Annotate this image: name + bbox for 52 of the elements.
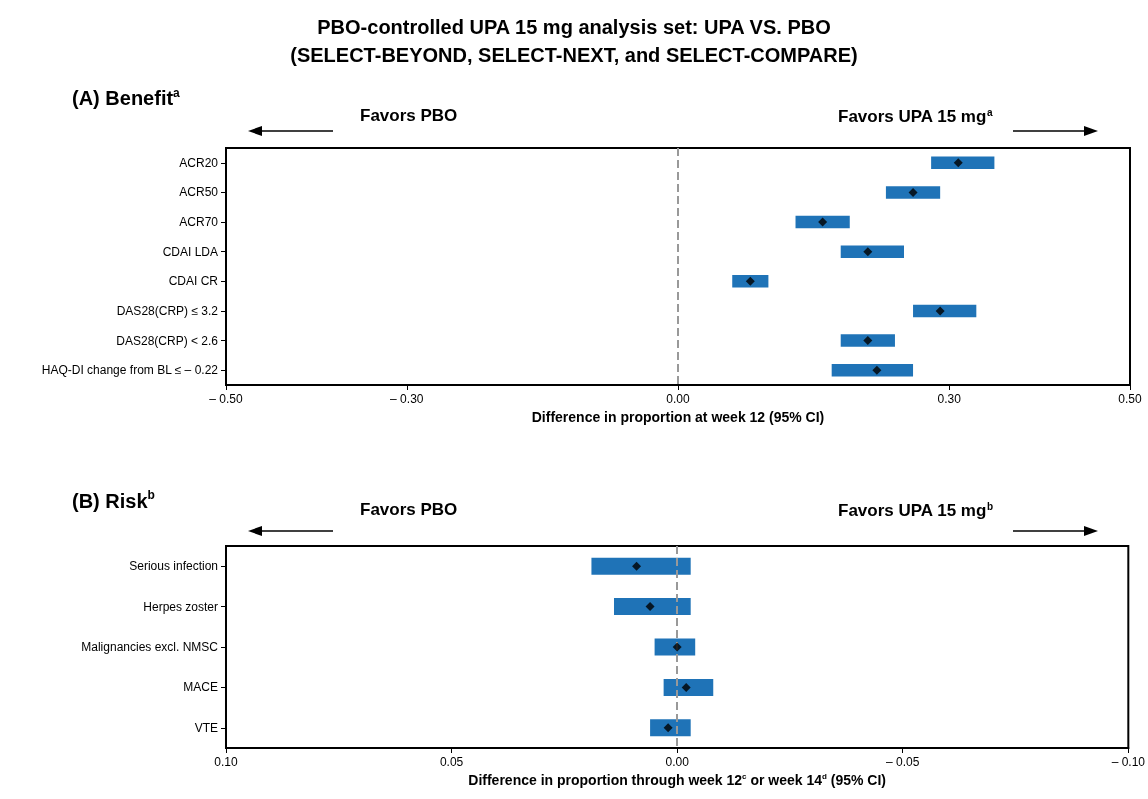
x-tick-label: 0.05 bbox=[439, 755, 464, 769]
x-tick-label: 0.10 bbox=[214, 755, 238, 769]
bar bbox=[614, 598, 691, 616]
bar bbox=[663, 678, 714, 696]
bar bbox=[650, 719, 691, 737]
point bbox=[935, 306, 945, 316]
x-tick-label: 0.00 bbox=[666, 392, 690, 406]
y-tick-label: CDAI LDA bbox=[162, 244, 218, 259]
bar bbox=[840, 334, 895, 347]
x-tick-label: 0.50 bbox=[1118, 392, 1142, 406]
x-axis-title: Difference in proportion at week 12 (95% CI) bbox=[531, 408, 825, 425]
y-tick-label: ACR50 bbox=[179, 185, 219, 200]
x-tick-label: – 0.30 bbox=[390, 392, 424, 406]
point bbox=[672, 642, 682, 652]
bar bbox=[931, 156, 995, 170]
x-tick-label: – 0.05 bbox=[886, 755, 920, 769]
y-tick-label: HAQ-DI change from BL ≤ – 0.22 bbox=[41, 363, 219, 378]
chart-title: PBO-controlled UPA 15 mg analysis set: UPA VS. PBO (SELECT-BEYOND, SELECT-NEXT, and SELECT-COMPARE) bbox=[290, 16, 858, 66]
y-tick-label: Malignancies excl. NMSC bbox=[81, 640, 219, 654]
x-tick-label: 0.00 bbox=[665, 755, 690, 769]
y-tick-label: Serious infection bbox=[129, 559, 218, 574]
text: Favors PBO bbox=[360, 500, 458, 519]
point bbox=[663, 723, 673, 733]
y-tick-label: MACE bbox=[183, 680, 218, 695]
point bbox=[818, 217, 828, 227]
bar bbox=[654, 638, 696, 656]
y-tick-label: DAS28(CRP) < 2.6 bbox=[116, 333, 219, 348]
point bbox=[632, 561, 642, 571]
point bbox=[863, 247, 873, 257]
bar bbox=[840, 245, 904, 258]
bar bbox=[885, 186, 941, 199]
point bbox=[645, 602, 655, 612]
bar bbox=[795, 215, 850, 229]
y-tick-label: VTE bbox=[194, 720, 218, 735]
y-tick-label: ACR20 bbox=[179, 155, 219, 170]
y-tick-label: ACR70 bbox=[179, 215, 219, 230]
y-tick-label: CDAI CR bbox=[168, 274, 219, 289]
point bbox=[872, 365, 882, 375]
point bbox=[953, 158, 963, 168]
text: Favors PBO bbox=[360, 106, 458, 125]
y-tick-label: DAS28(CRP) ≤ 3.2 bbox=[116, 303, 219, 318]
x-tick-label: 0.30 bbox=[937, 392, 962, 406]
bar bbox=[732, 275, 769, 288]
point bbox=[908, 187, 918, 197]
bar bbox=[831, 363, 914, 377]
bar bbox=[913, 304, 977, 318]
point bbox=[681, 682, 691, 692]
x-tick-label: – 0.10 bbox=[1111, 755, 1146, 769]
y-tick-label: Herpes zoster bbox=[143, 599, 218, 614]
bar bbox=[591, 557, 691, 575]
x-tick-label: – 0.50 bbox=[209, 392, 243, 406]
point bbox=[863, 336, 873, 346]
